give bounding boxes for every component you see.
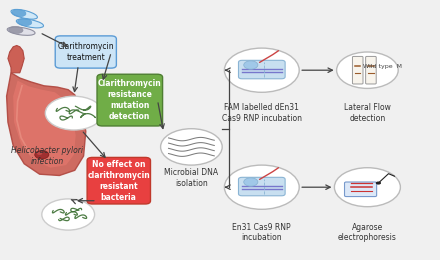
FancyBboxPatch shape [345,192,376,196]
Text: Helicobacter pylori
infection: Helicobacter pylori infection [11,146,83,166]
Circle shape [244,61,258,69]
Circle shape [224,48,299,92]
Circle shape [35,151,49,159]
Ellipse shape [16,19,44,28]
Polygon shape [7,73,86,176]
Circle shape [337,52,398,88]
Circle shape [224,165,299,209]
Circle shape [161,129,222,165]
Text: Agarose
electrophoresis: Agarose electrophoresis [338,223,397,242]
FancyBboxPatch shape [238,177,285,196]
Text: Lateral Flow
detection: Lateral Flow detection [344,103,391,123]
Ellipse shape [18,18,32,26]
Text: En31 Cas9 RNP
incubation: En31 Cas9 RNP incubation [232,223,291,242]
FancyBboxPatch shape [97,74,162,126]
Circle shape [42,199,95,230]
Circle shape [376,181,381,185]
FancyBboxPatch shape [366,56,376,84]
Text: Clarithromycin
treatment: Clarithromycin treatment [58,42,114,62]
FancyBboxPatch shape [352,56,363,84]
Text: Microbial DNA
isolation: Microbial DNA isolation [164,168,219,188]
Text: Wild type  M: Wild type M [363,64,402,69]
Circle shape [334,168,400,207]
Text: FAM labelled dEn31
Cas9 RNP incubation: FAM labelled dEn31 Cas9 RNP incubation [222,103,302,123]
FancyBboxPatch shape [55,36,116,68]
Ellipse shape [12,9,26,17]
FancyBboxPatch shape [238,60,285,79]
Ellipse shape [7,27,35,35]
Text: No effect on
clarithromycin
resistant
bacteria: No effect on clarithromycin resistant ba… [88,160,150,202]
Ellipse shape [11,9,37,19]
FancyBboxPatch shape [345,182,377,197]
Circle shape [45,96,103,130]
Polygon shape [13,81,76,168]
Polygon shape [8,46,24,73]
Ellipse shape [9,26,23,34]
Text: Clarithromycin
resistance
mutation
detection: Clarithromycin resistance mutation detec… [98,79,161,121]
Circle shape [37,152,42,155]
FancyBboxPatch shape [87,158,150,204]
Circle shape [244,178,258,186]
